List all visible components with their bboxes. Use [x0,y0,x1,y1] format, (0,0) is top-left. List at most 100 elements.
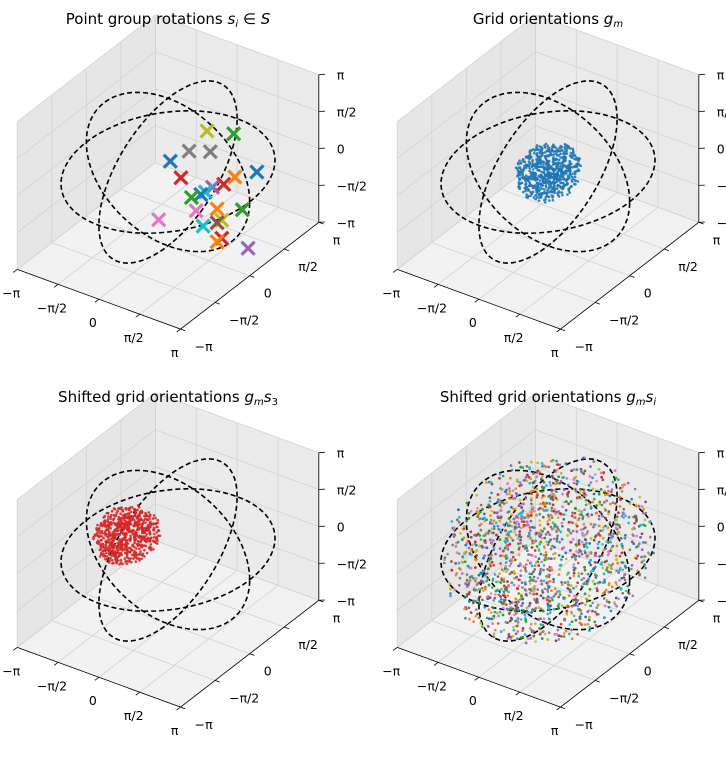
data-point [622,561,625,564]
data-point [453,527,456,530]
data-point [509,490,512,493]
data-point [557,596,560,599]
data-point [535,514,538,517]
data-point [612,481,615,484]
data-point [578,555,581,558]
data-point [519,186,522,189]
data-point [512,626,515,629]
data-point [542,569,545,572]
data-point [547,514,550,517]
data-point [633,526,636,529]
data-point [541,497,544,500]
data-point [547,574,550,577]
data-point [530,562,533,565]
data-point [589,552,592,555]
data-point [449,588,452,591]
data-point [551,475,554,478]
data-point [522,602,525,605]
data-point [552,181,555,184]
data-point [120,521,123,524]
data-point [152,529,155,532]
data-point [573,575,576,578]
data-point [643,563,646,566]
data-point [627,585,630,588]
data-point [594,561,597,564]
data-point [603,471,606,474]
data-point [478,524,481,527]
data-point [525,570,528,573]
data-point [498,477,501,480]
data-point [492,599,495,602]
data-point [585,542,588,545]
data-point [616,515,619,518]
y-tick-label: π [713,610,721,625]
data-point [507,548,510,551]
data-point [485,518,488,521]
data-point [111,559,114,562]
data-point [519,166,522,169]
data-point [466,593,469,596]
data-point [537,470,540,473]
data-point [540,176,543,179]
data-point [624,537,627,540]
data-point [488,530,491,533]
data-point [599,530,602,533]
x-tick-label: −π [2,663,20,678]
data-point [93,535,96,538]
data-point [631,533,634,536]
data-point [476,549,479,552]
data-point [565,500,568,503]
data-point [622,569,625,572]
data-point [479,511,482,514]
data-point [522,191,525,194]
data-point [577,605,580,608]
y-tick [181,329,186,331]
data-point [547,591,550,594]
data-point [97,535,100,538]
data-point [458,553,461,556]
data-point [516,521,519,524]
data-point [524,619,527,622]
data-point [580,510,583,513]
data-point [493,525,496,528]
y-tick-label: −π/2 [609,690,639,705]
data-point [475,494,478,497]
data-point [484,539,487,542]
data-point [494,573,497,576]
data-point [529,627,532,630]
data-point [511,469,514,472]
data-point [575,550,578,553]
y-tick-label: −π/2 [609,312,639,327]
data-point [583,583,586,586]
data-point [550,514,553,517]
axes-3d: −π−π/20π/2π−π−π/20π/2π−π−π/20π/2π [382,15,726,360]
data-point [466,520,469,523]
data-point [529,184,532,187]
data-point [501,588,504,591]
data-point [588,561,591,564]
data-point [644,567,647,570]
data-point [509,543,512,546]
data-point [592,567,595,570]
data-point [561,583,564,586]
data-point [540,553,543,556]
data-point [588,577,591,580]
data-point [517,543,520,546]
data-point [519,504,522,507]
data-point [612,501,615,504]
data-point [559,512,562,515]
data-point [621,592,624,595]
data-point [556,591,559,594]
data-point [499,547,502,550]
data-point [586,530,589,533]
data-point [555,640,558,643]
data-point [135,560,138,563]
data-point [496,612,499,615]
data-point [561,191,564,194]
data-point [562,164,565,167]
data-point [476,584,479,587]
data-point [515,167,518,170]
data-point [534,549,537,552]
data-point [610,564,613,567]
data-point [581,541,584,544]
